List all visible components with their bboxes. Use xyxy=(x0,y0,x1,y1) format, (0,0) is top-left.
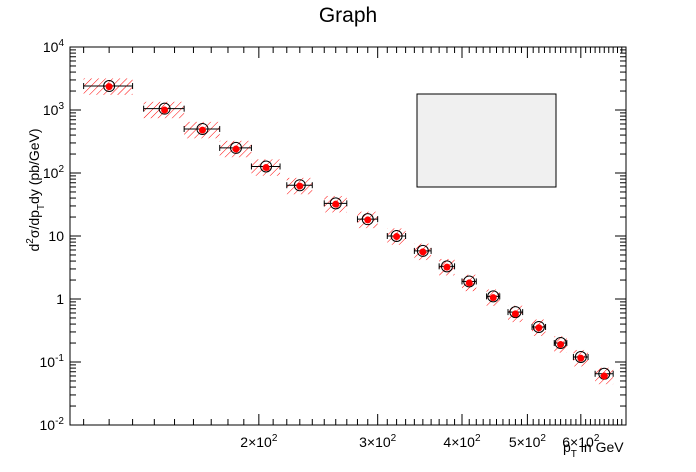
open-circle-point xyxy=(329,197,342,210)
open-circle-point xyxy=(487,290,500,303)
y-tick-label: 1 xyxy=(56,291,64,307)
y-tick-label: 10-1 xyxy=(40,353,65,370)
red-data-point xyxy=(332,200,340,208)
x-axis-ticks: 2×102 3×102 4×102 5×102 6×102 xyxy=(83,47,623,450)
open-circle-point xyxy=(260,160,273,173)
chart-title: Graph xyxy=(319,4,377,27)
x-tick-label: 2×102 xyxy=(240,433,278,450)
x-tick-label: 4×102 xyxy=(443,433,481,450)
red-data-point xyxy=(557,340,565,348)
y-tick-label: 10 xyxy=(48,228,64,244)
y-tick-label: 102 xyxy=(43,164,65,181)
red-data-point xyxy=(465,279,473,287)
red-data-point xyxy=(511,310,519,318)
red-data-point xyxy=(393,233,401,241)
red-data-point xyxy=(364,216,372,224)
open-circle-point xyxy=(103,80,116,93)
red-data-point xyxy=(577,354,585,362)
y-tick-label: 103 xyxy=(43,101,65,118)
red-data-point xyxy=(443,263,451,271)
y-axis-ticks: 10-2 10-1 1 10 102 103 104 xyxy=(40,38,626,433)
x-tick-label: 3×102 xyxy=(359,433,397,450)
data-points xyxy=(83,80,614,380)
open-circle-point xyxy=(229,141,242,154)
open-circle-point xyxy=(440,260,453,273)
y-tick-label: 10-2 xyxy=(40,416,65,433)
open-circle-point xyxy=(509,306,522,319)
x-axis-label: pT in GeV xyxy=(563,439,624,460)
open-circle-point xyxy=(574,351,587,364)
open-circle-point xyxy=(361,213,374,226)
open-circle-point xyxy=(463,275,476,288)
open-circle-point xyxy=(416,244,429,257)
red-data-point xyxy=(600,372,608,380)
open-circle-point xyxy=(196,122,209,135)
legend-box xyxy=(416,93,557,188)
open-circle-point xyxy=(158,102,171,115)
red-data-point xyxy=(489,294,497,302)
y-tick-label: 104 xyxy=(43,38,65,55)
red-data-point xyxy=(198,126,206,134)
red-data-point xyxy=(296,182,304,190)
red-data-point xyxy=(262,164,270,172)
open-circle-point xyxy=(532,320,545,333)
x-tick-label: 6×102 xyxy=(562,433,600,450)
red-data-point xyxy=(105,83,113,91)
open-circle-point xyxy=(390,230,403,242)
x-tick-label: 5×102 xyxy=(509,433,547,450)
red-data-point xyxy=(232,145,240,153)
red-data-point xyxy=(161,106,169,114)
red-data-point xyxy=(535,324,543,332)
open-circle-point xyxy=(293,179,306,192)
open-circle-point xyxy=(554,337,567,350)
y-axis-label: d2σ/dpTdy (pb/GeV) xyxy=(25,128,47,251)
red-data-point xyxy=(419,248,427,256)
